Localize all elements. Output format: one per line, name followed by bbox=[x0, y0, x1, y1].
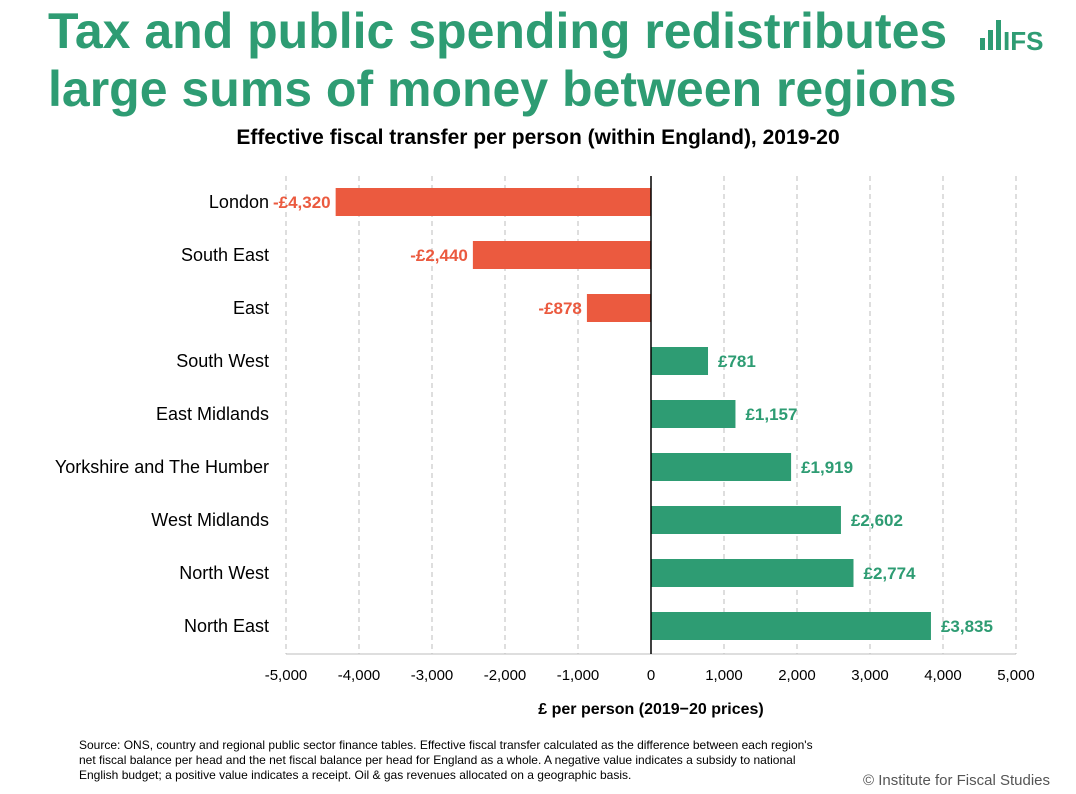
bar bbox=[651, 400, 736, 428]
category-label: North West bbox=[179, 563, 269, 583]
logo-text: IFS bbox=[1003, 26, 1043, 54]
chart-title: Effective fiscal transfer per person (wi… bbox=[236, 126, 840, 149]
x-tick-label: -2,000 bbox=[484, 667, 527, 684]
data-label: -£878 bbox=[538, 299, 581, 318]
x-tick-label: 5,000 bbox=[997, 667, 1035, 684]
x-axis-title: £ per person (2019−20 prices) bbox=[538, 701, 763, 718]
data-label: £1,157 bbox=[745, 405, 797, 424]
bar-chart: -5,000 -4,000 -3,000 -2,000 -1,000 0 1,000 2,00… bbox=[55, 176, 1035, 718]
bar bbox=[651, 612, 931, 640]
x-tick-label: -1,000 bbox=[557, 667, 600, 684]
data-label: £781 bbox=[718, 352, 756, 371]
category-label: South West bbox=[176, 351, 269, 371]
bar bbox=[651, 347, 709, 375]
x-tick-label: -4,000 bbox=[338, 667, 381, 684]
category-label: South East bbox=[181, 245, 269, 265]
category-label: London bbox=[209, 192, 269, 212]
x-tick-label: -5,000 bbox=[265, 667, 308, 684]
data-label: £3,835 bbox=[941, 617, 993, 636]
x-tick-label: -3,000 bbox=[411, 667, 454, 684]
bar bbox=[586, 294, 651, 322]
data-label: -£4,320 bbox=[273, 193, 331, 212]
data-label: £2,774 bbox=[864, 564, 917, 583]
bar bbox=[335, 188, 651, 216]
bar bbox=[651, 506, 841, 534]
x-tick-label: 3,000 bbox=[851, 667, 889, 684]
x-tick-label: 4,000 bbox=[924, 667, 962, 684]
bar bbox=[472, 241, 651, 269]
copyright: © Institute for Fiscal Studies bbox=[863, 772, 1050, 789]
category-label: East bbox=[233, 298, 269, 318]
category-label: North East bbox=[184, 616, 269, 636]
category-label: Yorkshire and The Humber bbox=[55, 457, 269, 477]
x-tick-label: 2,000 bbox=[778, 667, 816, 684]
bar bbox=[651, 559, 854, 587]
data-label: £1,919 bbox=[801, 458, 853, 477]
source-footnote: Source: ONS, country and regional public… bbox=[79, 738, 813, 782]
category-label: West Midlands bbox=[151, 510, 269, 530]
x-tick-label: 1,000 bbox=[705, 667, 743, 684]
ifs-logo: IFS bbox=[980, 20, 1043, 54]
data-label: £2,602 bbox=[851, 511, 903, 530]
headline: Tax and public spending redistributes la… bbox=[48, 3, 957, 117]
category-label: East Midlands bbox=[156, 404, 269, 424]
bar bbox=[651, 453, 792, 481]
data-label: -£2,440 bbox=[410, 246, 468, 265]
x-tick-label: 0 bbox=[647, 667, 655, 684]
